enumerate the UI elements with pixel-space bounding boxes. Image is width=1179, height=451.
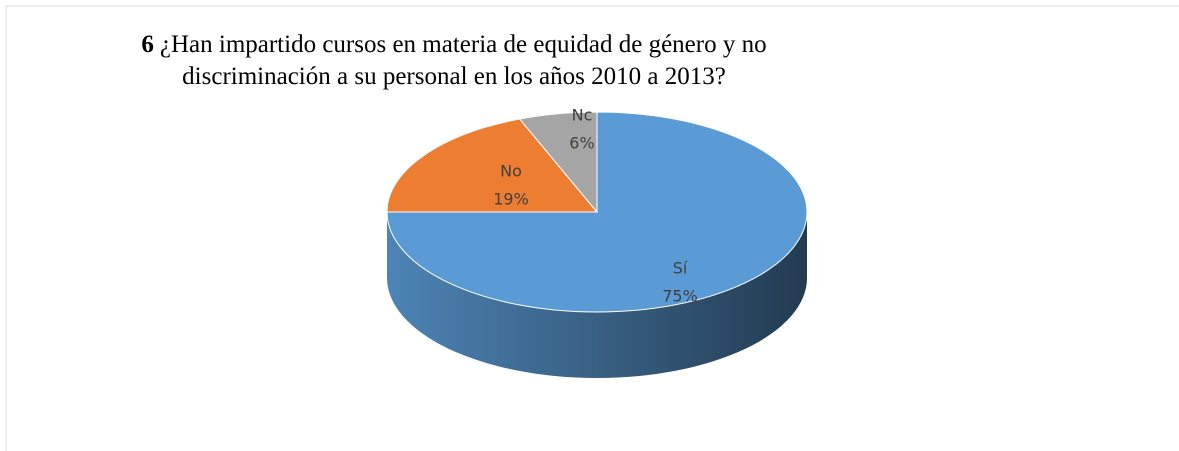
chart-title-line: discriminación a su personal en los años… xyxy=(182,63,726,90)
pie-slice xyxy=(386,118,599,213)
slice-value-label: 75% xyxy=(662,287,698,306)
slice-value-label: 19% xyxy=(493,190,529,209)
title-text: ¿Han impartido cursos en materia de equi… xyxy=(160,31,767,58)
slice-category: No xyxy=(500,162,522,181)
pie-side xyxy=(387,212,807,378)
slice-category: Sí xyxy=(673,259,688,278)
slice-value-label: 6% xyxy=(569,134,594,153)
title-number: 6 xyxy=(141,31,154,58)
pie-slice xyxy=(518,111,598,214)
chart-title-line: 6 ¿Han impartido cursos en materia de equ… xyxy=(141,31,766,58)
pie-slice xyxy=(386,111,808,313)
slice-category: Nc xyxy=(572,106,593,125)
